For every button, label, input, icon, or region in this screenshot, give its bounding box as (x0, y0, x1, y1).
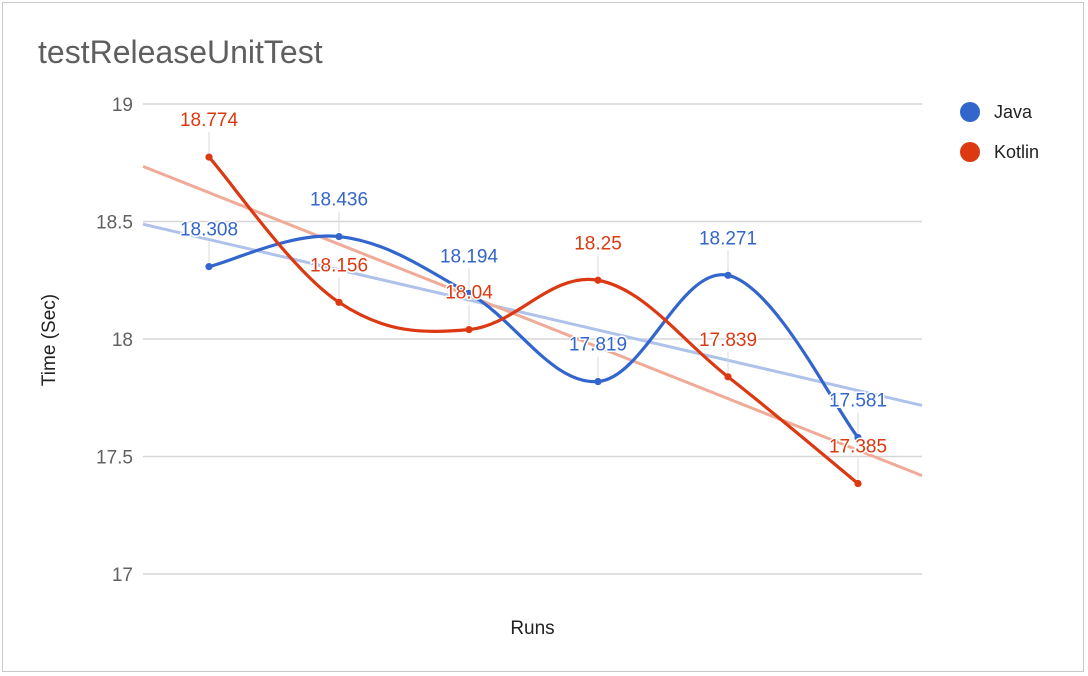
point-kotlin (205, 153, 213, 161)
data-label-java: 18.436 (310, 190, 368, 211)
point-kotlin (594, 276, 602, 284)
y-axis-label: Time (Sec) (39, 294, 60, 386)
y-tick-label: 18.5 (96, 213, 133, 234)
chart-title: testReleaseUnitTest (38, 34, 323, 70)
data-label-kotlin: 18.04 (445, 283, 493, 304)
point-java (724, 271, 732, 279)
point-kotlin (465, 326, 473, 334)
point-java (335, 232, 343, 241)
legend-item-java[interactable]: Java (960, 92, 1039, 132)
legend-label-java: Java (994, 101, 1033, 122)
x-axis-label: Runs (510, 618, 554, 639)
series-line-java (208, 234, 860, 439)
data-label-java: 18.308 (180, 220, 238, 241)
y-tick-label: 18 (112, 330, 133, 351)
trendline-kotlin (142, 165, 923, 478)
data-label-kotlin: 18.25 (574, 233, 622, 254)
point-kotlin (854, 479, 862, 488)
legend-item-kotlin[interactable]: Kotlin (960, 132, 1039, 172)
point-java (594, 377, 602, 386)
series-line-kotlin (207, 156, 860, 485)
y-tick-label: 19 (112, 95, 133, 116)
data-label-kotlin: 18.774 (180, 110, 239, 131)
data-label-kotlin: 18.156 (310, 255, 368, 276)
legend-swatch-kotlin (960, 142, 980, 162)
y-tick-label: 17 (112, 565, 133, 586)
data-label-kotlin: 17.839 (699, 330, 757, 351)
legend: Java Kotlin (960, 92, 1039, 172)
point-java (205, 263, 213, 271)
trendline-java (142, 222, 923, 407)
point-kotlin (335, 298, 343, 306)
data-label-kotlin: 17.385 (829, 437, 887, 458)
point-java (465, 289, 473, 298)
y-tick-label: 17.5 (96, 448, 133, 469)
data-label-java: 17.819 (569, 335, 627, 356)
point-kotlin (724, 373, 732, 381)
data-label-java: 18.194 (440, 246, 499, 267)
legend-swatch-java (960, 102, 980, 122)
data-label-java: 18.271 (699, 228, 757, 249)
legend-label-kotlin: Kotlin (994, 141, 1040, 162)
point-java (854, 433, 862, 442)
data-label-java: 17.581 (829, 390, 887, 411)
